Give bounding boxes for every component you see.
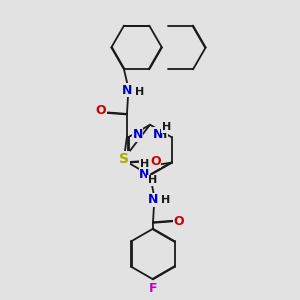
Text: N: N [152, 128, 163, 141]
Text: N: N [132, 128, 143, 142]
Text: F: F [149, 282, 157, 295]
Text: O: O [96, 104, 106, 117]
Text: H: H [161, 195, 170, 205]
Text: S: S [119, 152, 129, 166]
Text: N: N [139, 168, 150, 181]
Text: H: H [135, 87, 144, 97]
Text: H: H [162, 122, 171, 132]
Text: N: N [122, 84, 132, 97]
Text: O: O [150, 154, 161, 168]
Text: N: N [148, 194, 158, 206]
Text: N: N [157, 128, 168, 142]
Text: H: H [140, 159, 149, 169]
Text: H: H [148, 176, 157, 185]
Text: O: O [173, 215, 184, 228]
Text: H: H [158, 130, 167, 140]
